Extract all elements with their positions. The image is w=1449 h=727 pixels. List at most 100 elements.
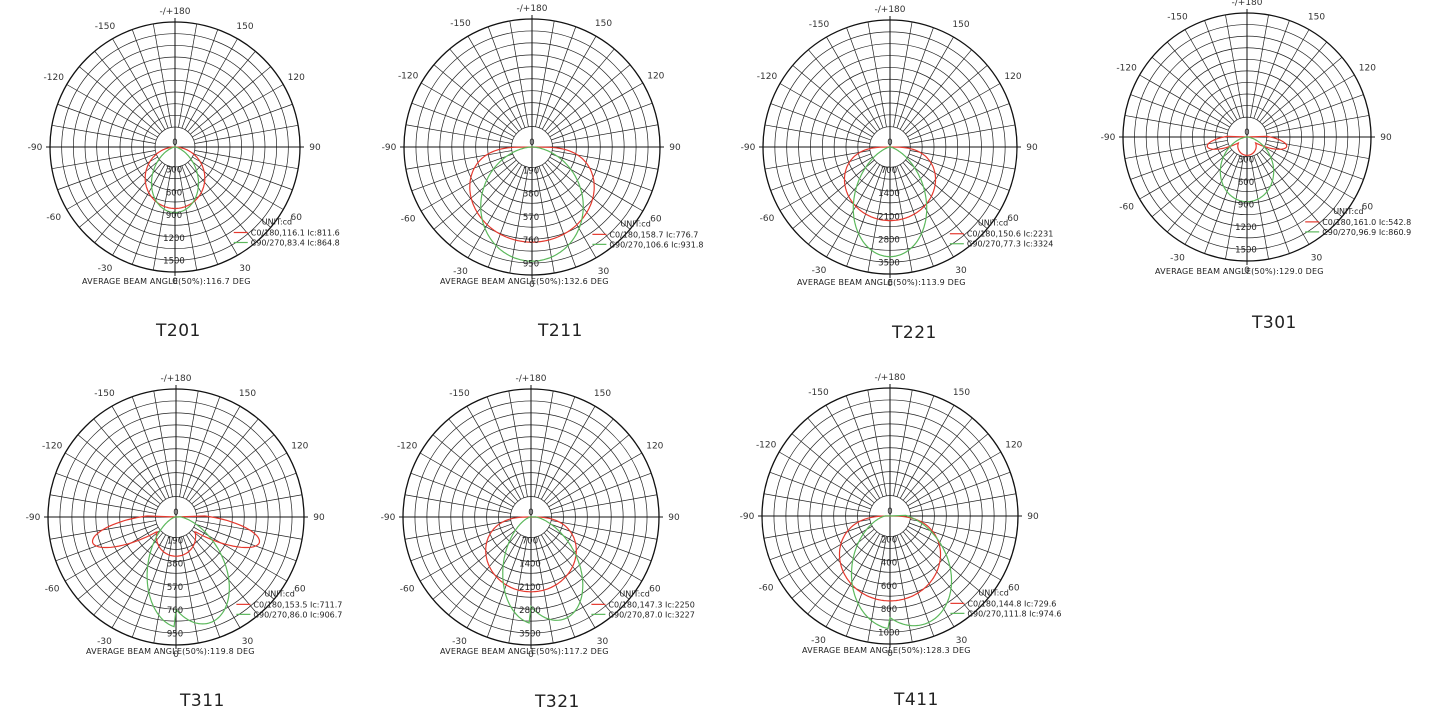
grid-spoke xyxy=(907,451,1002,507)
grid-spoke xyxy=(907,156,1001,211)
grid-spoke xyxy=(190,159,271,228)
legend-entry: C0/180,161.0 Ic:542.8 xyxy=(1322,218,1411,227)
ring-label: 200 xyxy=(881,535,897,545)
angle-label: 150 xyxy=(595,19,612,29)
intensity-curve xyxy=(838,515,942,602)
intensity-curve xyxy=(469,146,595,243)
angle-label: -30 xyxy=(811,636,826,646)
ring-label: 1200 xyxy=(163,234,185,244)
grid-spoke xyxy=(178,166,198,271)
grid-spoke xyxy=(550,472,652,511)
ring-label: 3500 xyxy=(519,629,541,639)
grid-spoke xyxy=(188,418,259,502)
intensity-curve xyxy=(1206,135,1288,156)
grid-spoke xyxy=(51,124,156,144)
grid-spoke xyxy=(131,165,169,265)
polar-plot: 0 300 600 900 1200 1500 -/+180 0 -150 150 -120 120 -… xyxy=(28,7,340,287)
grid-spoke xyxy=(196,494,303,514)
grid-spoke xyxy=(779,83,873,138)
grid-spoke xyxy=(778,525,873,581)
angle-label: 60 xyxy=(1362,203,1374,213)
angle-label: 90 xyxy=(669,143,681,153)
grid-spoke xyxy=(1256,29,1310,120)
model-title: T301 xyxy=(1252,313,1297,333)
polar-plot: 0 300 600 900 1200 1500 -/+180 0 -150 150 -120 120 -… xyxy=(1101,0,1412,276)
center-label: 0 xyxy=(529,138,534,148)
grid-spoke xyxy=(405,124,512,144)
grid-spoke xyxy=(792,65,875,135)
angle-label-bottom: 0 xyxy=(172,277,178,287)
beam-angle-label: AVERAGE BEAM ANGLE(50%):117.2 DEG xyxy=(440,647,609,656)
grid-spoke xyxy=(1266,140,1370,159)
grid-spoke xyxy=(546,529,630,600)
grid-spoke xyxy=(432,434,516,505)
angle-label-top: -/+180 xyxy=(875,373,906,383)
grid-spoke xyxy=(193,153,293,191)
grid-spoke xyxy=(1184,154,1238,245)
ring-label: 600 xyxy=(881,582,897,592)
unit-label: UNIT:cd xyxy=(978,219,1008,228)
grid-spoke xyxy=(764,150,871,170)
angle-label: 30 xyxy=(1311,253,1323,263)
grid-spoke xyxy=(1204,20,1241,119)
angle-label: 120 xyxy=(288,73,305,83)
intensity-curve xyxy=(480,146,584,262)
grid-spoke xyxy=(1139,74,1230,128)
polar-chart-t311: 0 190 380 570 760 950 -/+180 0 -150 150 -120 120 -90… xyxy=(11,367,343,727)
grid-spoke xyxy=(548,452,643,508)
grid-spoke xyxy=(486,396,525,498)
grid-spoke xyxy=(404,520,511,540)
angle-label-top: -/+180 xyxy=(875,5,906,15)
angle-label: 150 xyxy=(594,389,611,399)
angle-label: -30 xyxy=(98,264,113,274)
grid-spoke xyxy=(899,533,955,628)
angle-label: -60 xyxy=(759,584,774,594)
grid-spoke xyxy=(1130,94,1229,131)
center-label: 0 xyxy=(887,507,892,517)
grid-spoke xyxy=(544,162,615,246)
grid-spoke xyxy=(509,167,529,274)
grid-spoke xyxy=(899,36,954,130)
grid-spoke xyxy=(419,452,514,508)
angle-label: 120 xyxy=(1359,64,1376,74)
grid-spoke xyxy=(185,405,241,500)
angle-label: 120 xyxy=(647,72,664,82)
angle-label: -120 xyxy=(756,441,777,451)
angle-label: -30 xyxy=(97,637,112,647)
grid-spoke xyxy=(486,536,525,638)
center-label: 0 xyxy=(173,508,178,518)
grid-spoke xyxy=(546,434,630,505)
grid-spoke xyxy=(541,164,597,259)
ring-label: 900 xyxy=(166,211,182,221)
grid-spoke xyxy=(193,452,288,508)
grid-spoke xyxy=(64,526,159,582)
ring-label: 900 xyxy=(1238,201,1254,211)
grid-spoke xyxy=(867,166,887,273)
grid-spoke xyxy=(93,532,164,616)
grid-spoke xyxy=(1253,20,1290,119)
grid-spoke xyxy=(825,533,881,628)
angle-label: 30 xyxy=(239,264,251,274)
grid-spoke xyxy=(420,82,515,138)
grid-spoke xyxy=(1139,146,1230,200)
grid-spoke xyxy=(111,534,167,629)
grid-spoke xyxy=(808,49,878,132)
ring-label: 760 xyxy=(523,236,539,246)
grid-spoke xyxy=(94,162,163,243)
grid-spoke xyxy=(1256,154,1310,245)
angle-label: 30 xyxy=(955,266,967,276)
grid-spoke xyxy=(907,83,1001,138)
grid-spoke xyxy=(487,166,526,268)
grid-spoke xyxy=(1259,41,1327,123)
angle-label-bottom: 0 xyxy=(1244,266,1250,276)
grid-spoke xyxy=(411,102,513,141)
grid-spoke xyxy=(410,472,512,511)
ring-label: 760 xyxy=(167,606,183,616)
grid-spoke xyxy=(552,150,659,170)
center-label: 0 xyxy=(1244,128,1249,138)
grid-spoke xyxy=(770,103,872,141)
grid-spoke xyxy=(152,166,172,271)
grid-spoke xyxy=(902,417,973,501)
grid-spoke xyxy=(909,522,1011,561)
angle-label: -30 xyxy=(812,266,827,276)
